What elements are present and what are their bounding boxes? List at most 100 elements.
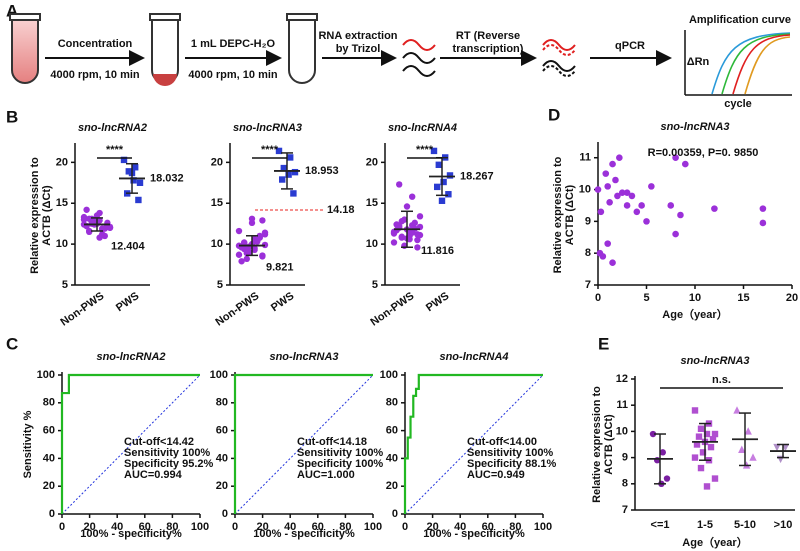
- y-tick-label: 60: [386, 425, 398, 437]
- workflow: Concentration 4000 rpm, 10 min 1 mL DEPC…: [9, 13, 792, 110]
- point: [83, 206, 90, 213]
- y-tick-label: 15: [56, 197, 68, 209]
- point: [254, 237, 261, 245]
- y-tick-label: 15: [366, 197, 378, 209]
- step-text: 1 mL DEPC-H₂O: [191, 38, 276, 50]
- point: [259, 217, 266, 224]
- x-tick-label: 100: [534, 521, 552, 533]
- x-tick-label: 60: [312, 521, 324, 533]
- point: [390, 239, 398, 246]
- point: [599, 253, 607, 260]
- roc-curve: [60, 373, 200, 514]
- roc-curve: [233, 373, 373, 514]
- annotation: Specificity 95.2%: [124, 458, 213, 470]
- point: [759, 219, 767, 227]
- annotation: Cut-off<14.42: [124, 436, 194, 448]
- step-text: RNA extraction: [318, 30, 397, 42]
- y-tick-label: 10: [579, 183, 591, 195]
- y-tick-label: 12: [616, 373, 628, 385]
- x-tick-label: PWS: [424, 290, 451, 314]
- point: [414, 236, 421, 244]
- y-tick-label: 100: [210, 369, 228, 381]
- x-axis-label: Age（year）: [662, 308, 727, 321]
- y-tick-label: 8: [622, 478, 628, 490]
- panel-label: E: [598, 334, 609, 353]
- point: [597, 208, 605, 216]
- y-tick-label: 40: [43, 452, 55, 464]
- annotation: Specificity 88.1%: [467, 458, 556, 470]
- y-tick-label: 11: [579, 152, 591, 164]
- y-tick-label: 0: [392, 508, 398, 520]
- x-tick-label: PWS: [114, 290, 141, 314]
- point: [695, 433, 703, 440]
- y-tick-label: 60: [216, 425, 228, 437]
- point: [416, 231, 424, 239]
- point: [623, 202, 631, 209]
- point: [396, 222, 403, 230]
- mean-label: 18.032: [150, 172, 184, 184]
- x-tick-label: 60: [482, 521, 494, 533]
- diagonal: [61, 374, 201, 515]
- point: [238, 258, 245, 265]
- x-axis-label: Age（year）: [682, 536, 747, 549]
- point: [618, 189, 626, 197]
- mean-label: 18.953: [305, 165, 339, 177]
- point: [235, 227, 243, 235]
- point: [120, 156, 128, 164]
- point: [434, 183, 441, 191]
- point: [682, 160, 689, 168]
- y-tick-label: 7: [585, 279, 591, 291]
- y-tick-label: 20: [211, 156, 223, 168]
- step-text: qPCR: [615, 40, 645, 52]
- x-tick-label: PWS: [269, 290, 296, 314]
- x-tick-label: 40: [454, 521, 466, 533]
- y-tick-label: 0: [49, 508, 55, 520]
- point: [256, 232, 263, 240]
- point: [446, 172, 454, 179]
- point: [697, 464, 705, 472]
- point: [86, 215, 93, 222]
- point: [396, 181, 403, 188]
- point: [96, 234, 103, 241]
- x-tick-label: 0: [595, 292, 601, 304]
- point: [648, 183, 655, 190]
- point: [709, 436, 717, 443]
- panel-label: B: [6, 107, 18, 126]
- panel-label: C: [6, 334, 18, 353]
- chart-title: sno-lncRNA3: [269, 351, 338, 363]
- annotation: AUC=0.949: [467, 469, 525, 481]
- point: [135, 196, 142, 204]
- point: [416, 213, 424, 220]
- point: [411, 219, 418, 227]
- annotation: R=0.00359, P=0. 9850: [648, 147, 759, 159]
- annotation: Cut-off<14.00: [467, 436, 537, 448]
- y-tick-label: 40: [386, 452, 398, 464]
- point: [101, 232, 109, 240]
- point: [290, 190, 297, 197]
- point: [659, 449, 666, 456]
- x-axis-label: 100% - specificity%: [253, 528, 355, 540]
- point: [711, 430, 719, 438]
- x-tick-label: 100: [364, 521, 382, 533]
- point: [435, 161, 442, 169]
- point: [261, 229, 269, 236]
- point: [287, 154, 294, 161]
- x-tick-label: 60: [139, 521, 151, 533]
- x-tick-label: 20: [786, 292, 798, 304]
- mean-label: 18.267: [460, 170, 494, 182]
- point: [243, 255, 250, 263]
- y-tick-label: 20: [386, 480, 398, 492]
- x-tick-label: Non-PWS: [58, 290, 106, 329]
- point: [594, 186, 602, 193]
- point: [604, 240, 611, 247]
- diagonal: [404, 374, 544, 515]
- point: [279, 176, 286, 183]
- point: [649, 430, 657, 438]
- chart-title: sno-lncRNA2: [78, 122, 147, 134]
- point: [733, 406, 741, 414]
- point: [604, 183, 611, 190]
- x-tick-label: 5-10: [734, 519, 756, 531]
- annotation: Cut-off<14.18: [297, 436, 367, 448]
- point: [409, 229, 416, 236]
